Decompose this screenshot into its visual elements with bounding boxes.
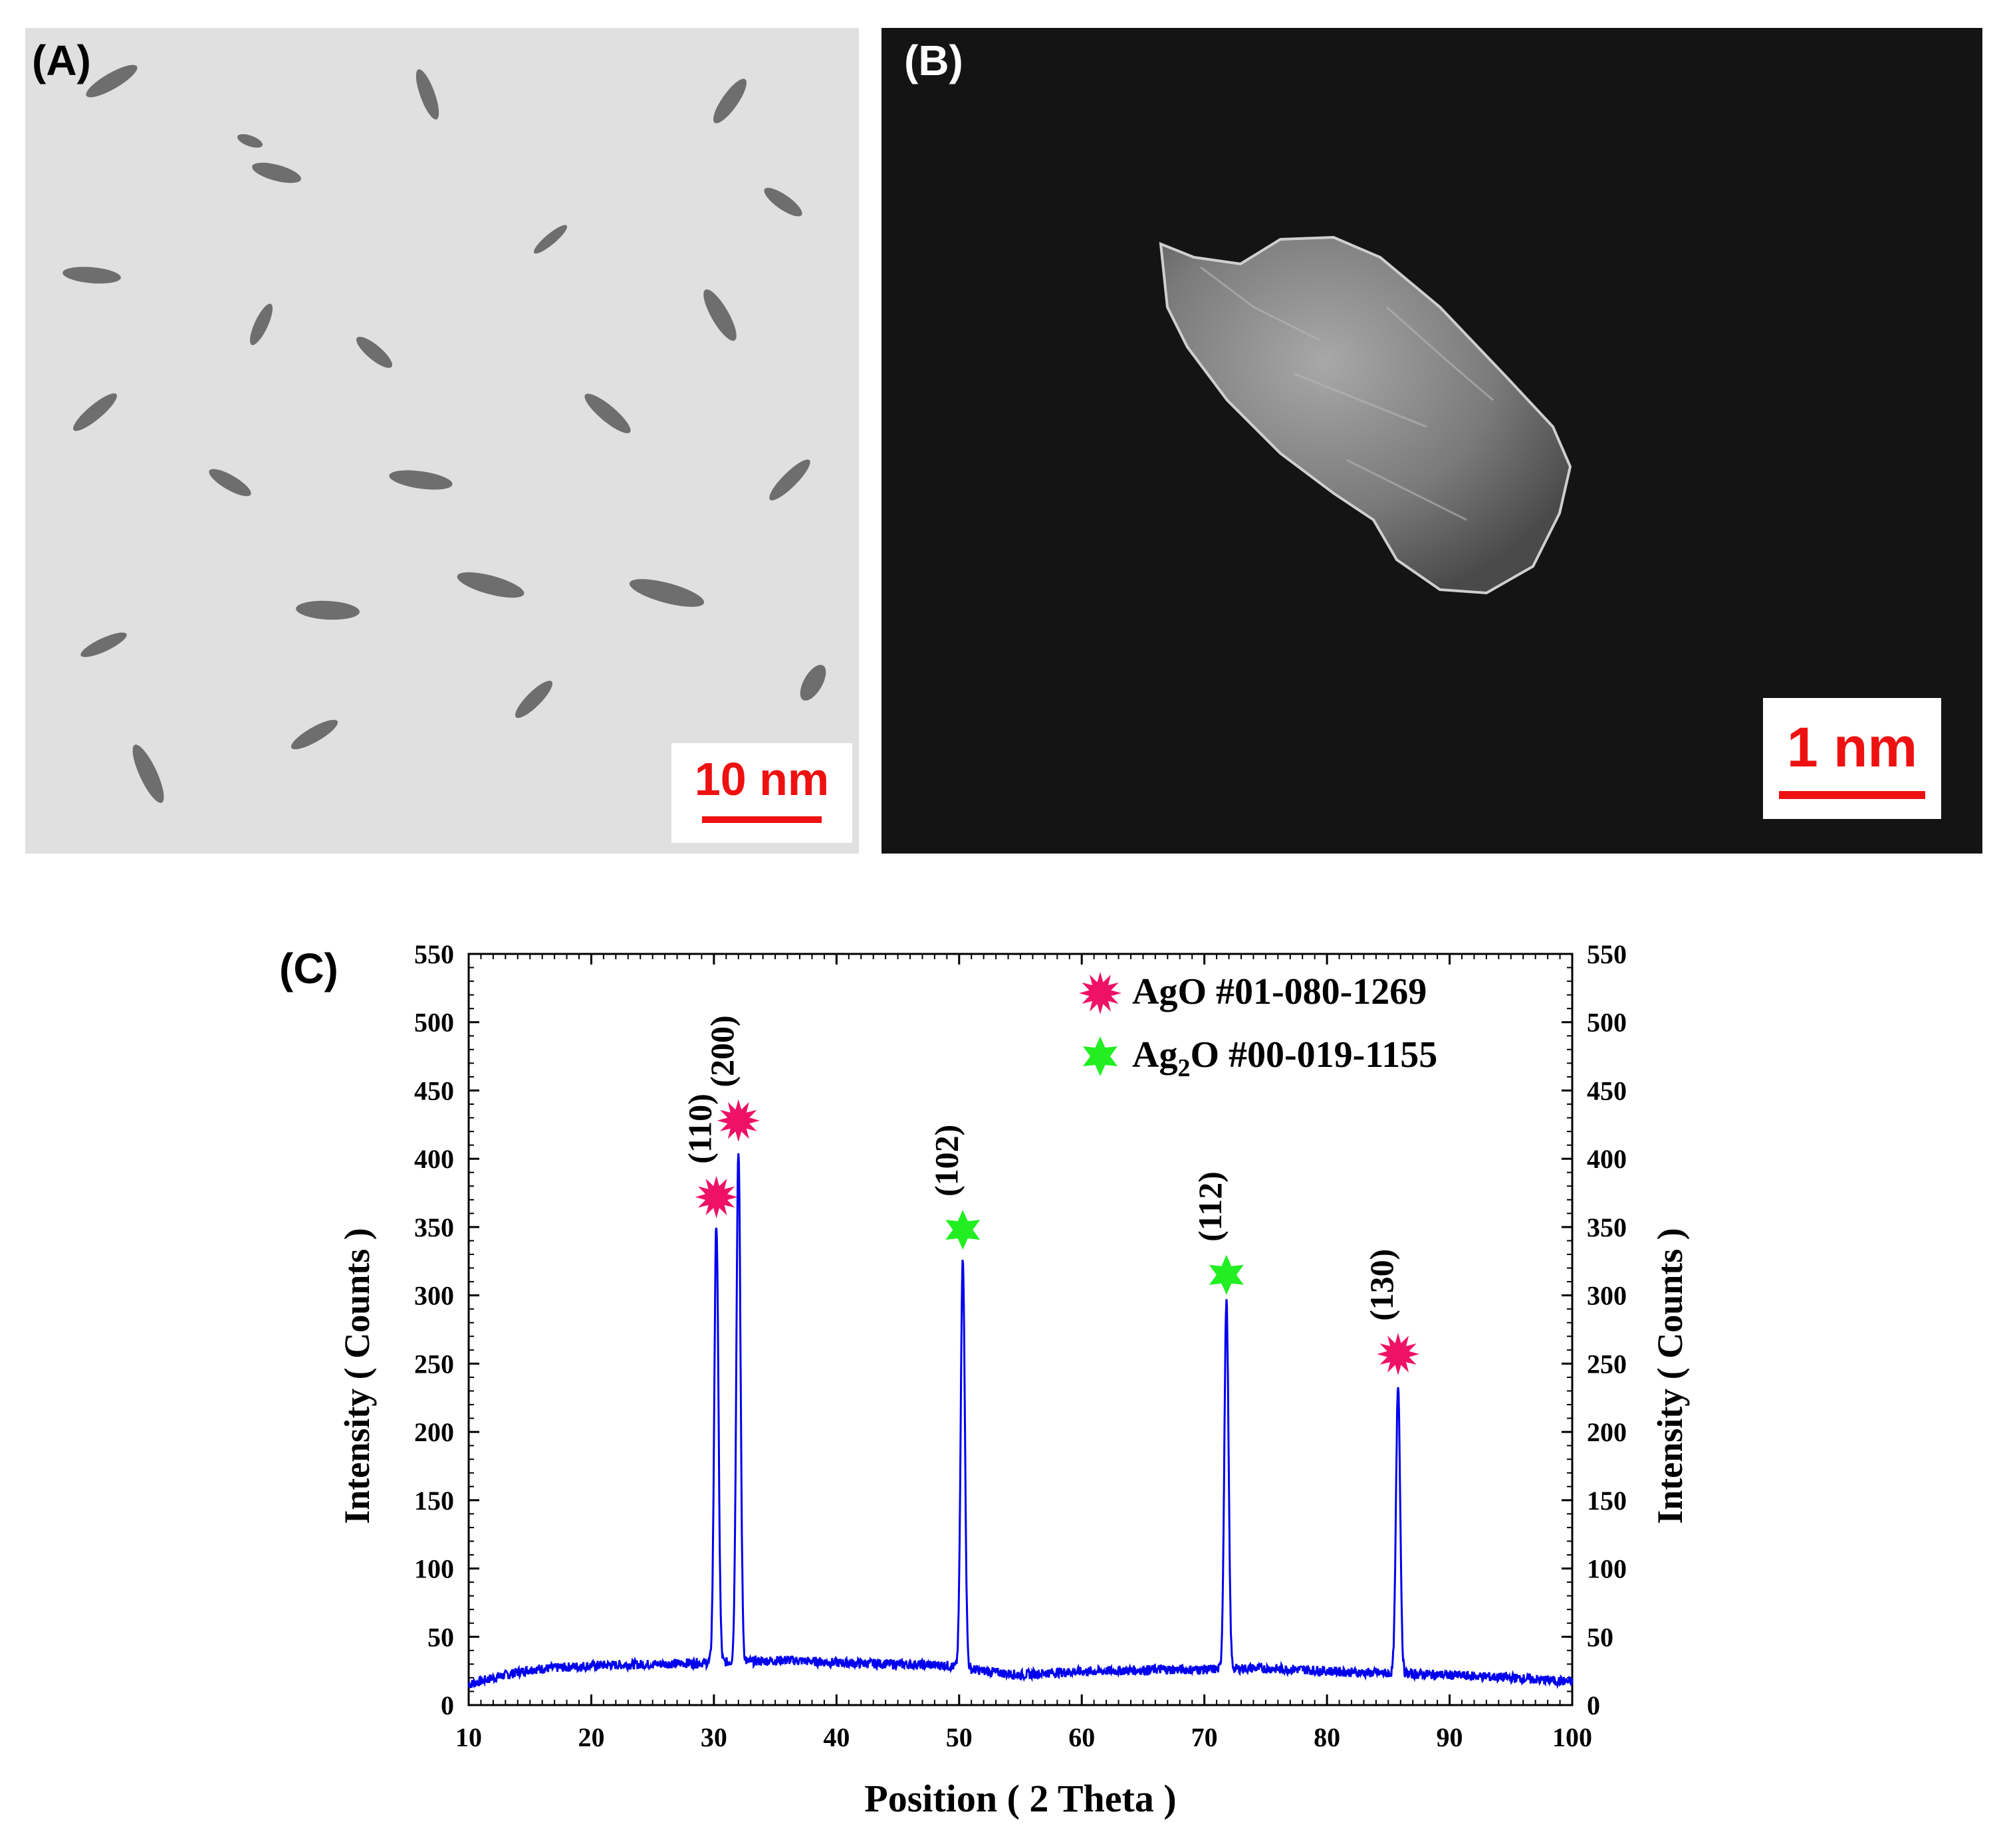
- peak-marker: [695, 1175, 738, 1218]
- x-tick-label: 80: [1314, 1722, 1340, 1752]
- y-tick-label: 550: [414, 939, 454, 969]
- y-tick-label-right: 450: [1587, 1076, 1627, 1105]
- x-tick-label: 20: [578, 1722, 604, 1752]
- scale-bar-b: [1779, 791, 1925, 799]
- y-tick-label-right: 300: [1587, 1281, 1627, 1311]
- scale-bar-box-a: 10 nm: [671, 743, 852, 843]
- peak-label: (102): [927, 1125, 965, 1197]
- y-axis-title-right: Intensity ( Counts ): [1650, 1228, 1690, 1524]
- scale-bar-box-b: 1 nm: [1763, 698, 1941, 819]
- y-tick-label: 200: [414, 1417, 454, 1447]
- x-tick-label: 10: [455, 1722, 482, 1752]
- legend-label-ag2o: Ag2O #00-019-1155: [1132, 1034, 1437, 1082]
- nanorod-particles: [62, 64, 826, 803]
- x-tick-label: 50: [946, 1722, 973, 1752]
- x-tick-label: 30: [701, 1722, 727, 1752]
- y-tick-label: 100: [414, 1554, 454, 1584]
- y-tick-label-right: 350: [1587, 1213, 1627, 1242]
- y-tick-label: 400: [414, 1144, 454, 1174]
- y-tick-label: 500: [414, 1008, 454, 1038]
- peak-annotations: (110) (200) (102) (112) (130): [681, 1015, 1420, 1375]
- y-axis-title: Intensity ( Counts ): [337, 1228, 377, 1524]
- y-tick-label-right: 50: [1587, 1622, 1613, 1652]
- panel-b-label: (B): [904, 37, 963, 84]
- xrd-pattern-line: [467, 1153, 1574, 1690]
- y-tick-label-right: 150: [1587, 1486, 1627, 1516]
- legend: AgO #01-080-1269 Ag2O #00-019-1155: [1079, 971, 1437, 1082]
- x-tick-label: 70: [1191, 1722, 1218, 1752]
- tem-image-panel: (A) 10 nm: [25, 28, 859, 854]
- y-tick-label-right: 250: [1587, 1349, 1627, 1379]
- y-tick-label: 300: [414, 1281, 454, 1311]
- peak-label: (200): [703, 1015, 741, 1087]
- y-tick-label-right: 200: [1587, 1417, 1627, 1447]
- nanoparticle-shape: [1159, 235, 1572, 595]
- x-tick-label: 90: [1437, 1722, 1463, 1752]
- y-tick-label: 350: [414, 1213, 454, 1242]
- panel-a-label: (A): [32, 37, 91, 84]
- peak-marker: [1377, 1333, 1420, 1375]
- y-tick-label: 250: [414, 1349, 454, 1379]
- xrd-chart-panel: (C) 10 20 30 40 50 60 70 80 90 100 0 0 50 50 100 100 150…: [253, 911, 1755, 1841]
- peak-label: (112): [1191, 1171, 1229, 1242]
- scale-bar-a: [702, 816, 822, 823]
- y-tick-label: 50: [427, 1622, 454, 1652]
- peak-label: (110): [681, 1094, 719, 1164]
- y-tick-label-right: 500: [1587, 1008, 1627, 1038]
- y-tick-label: 150: [414, 1486, 454, 1516]
- y-tick-label-right: 550: [1587, 939, 1627, 969]
- y-tick-label: 450: [414, 1076, 454, 1105]
- legend-marker-ago: [1079, 972, 1121, 1014]
- scale-label-a: 10 nm: [694, 753, 830, 805]
- sem-image-panel: (B) 1 nm: [882, 28, 1982, 854]
- y-tick-label-right: 400: [1587, 1144, 1627, 1174]
- peak-marker: [945, 1210, 981, 1250]
- scale-label-b: 1 nm: [1786, 716, 1918, 778]
- legend-marker-ag2o: [1083, 1036, 1118, 1076]
- peak-marker: [717, 1099, 760, 1142]
- y-tick-label-right: 100: [1587, 1554, 1627, 1584]
- x-tick-label: 40: [823, 1722, 850, 1752]
- x-tick-label: 100: [1552, 1722, 1592, 1752]
- y-tick-label: 0: [441, 1690, 454, 1720]
- x-tick-label: 60: [1068, 1722, 1095, 1752]
- peak-marker: [1209, 1254, 1244, 1295]
- tem-micrograph: [25, 28, 859, 854]
- y-tick-label-right: 0: [1587, 1690, 1600, 1720]
- panel-c-label: (C): [279, 945, 338, 992]
- x-axis-title: Position ( 2 Theta ): [864, 1777, 1176, 1820]
- peak-label: (130): [1363, 1249, 1400, 1321]
- legend-label-ago: AgO #01-080-1269: [1132, 971, 1427, 1012]
